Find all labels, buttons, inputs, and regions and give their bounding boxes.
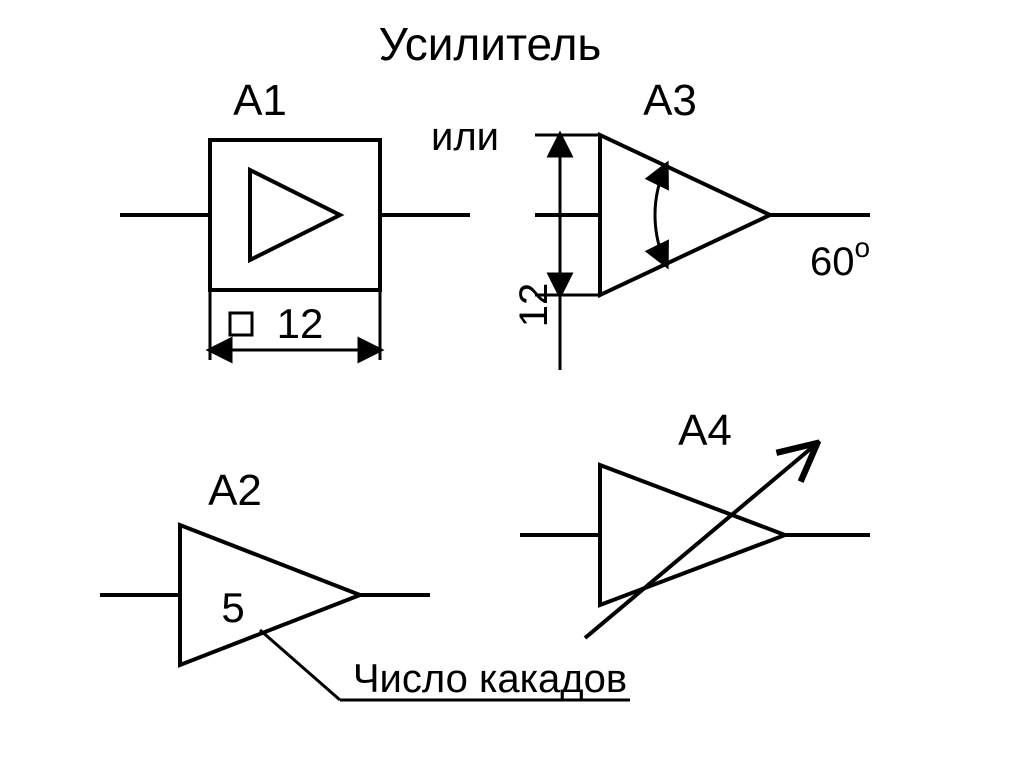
a3-triangle <box>600 135 770 295</box>
a3-vdim-text: 12 <box>512 283 556 328</box>
a1-square-symbol <box>230 313 252 335</box>
a2-triangle <box>180 525 360 665</box>
a3-angle-deg: o <box>855 232 871 263</box>
a1-label: А1 <box>233 76 287 125</box>
symbol-a4: А4 <box>520 406 870 638</box>
a3-angle-value: 60 <box>810 240 855 284</box>
a1-box <box>210 140 380 290</box>
a3-angle-arc <box>655 165 667 266</box>
or-label: или <box>431 115 499 159</box>
a4-triangle <box>600 465 785 605</box>
amplifier-symbols-diagram: Усилитель или А1 12 А3 60o 12 А2 <box>0 0 1024 768</box>
a2-inner-text: 5 <box>221 584 244 631</box>
a3-label: А3 <box>643 76 697 125</box>
diagram-title: Усилитель <box>379 18 602 70</box>
symbol-a3: А3 60o 12 <box>512 76 870 370</box>
symbol-a2: А2 5 Число какадов <box>100 466 630 701</box>
a3-angle-text: 60o <box>810 232 870 284</box>
a2-leader-diag <box>260 630 340 700</box>
a2-label: А2 <box>208 466 262 515</box>
a4-label: А4 <box>678 406 732 455</box>
a1-dim-text: 12 <box>277 300 324 347</box>
symbol-a1: А1 12 <box>120 76 470 360</box>
a2-leader-text: Число какадов <box>353 657 627 701</box>
a1-triangle <box>250 170 340 260</box>
